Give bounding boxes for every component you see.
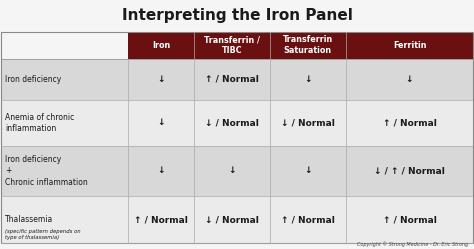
Text: ↑ / Normal: ↑ / Normal bbox=[205, 75, 259, 84]
Text: Thalassemia: Thalassemia bbox=[5, 215, 54, 224]
Text: Transferrin
Saturation: Transferrin Saturation bbox=[283, 35, 333, 55]
Text: ↓: ↓ bbox=[158, 118, 165, 127]
Text: Copyright © Strong Medicine - Dr. Eric Strong: Copyright © Strong Medicine - Dr. Eric S… bbox=[357, 242, 469, 247]
Text: ↓ / ↑ / Normal: ↓ / ↑ / Normal bbox=[374, 166, 445, 176]
Text: Transferrin /
TIBC: Transferrin / TIBC bbox=[204, 35, 260, 55]
Text: ↑ / Normal: ↑ / Normal bbox=[383, 215, 437, 224]
Text: ↓: ↓ bbox=[228, 166, 236, 176]
Text: Iron: Iron bbox=[152, 41, 171, 50]
Text: Ferritin: Ferritin bbox=[393, 41, 426, 50]
Text: (specific pattern depends on
type of thalassemia): (specific pattern depends on type of tha… bbox=[5, 229, 81, 240]
Bar bbox=[0, 146, 474, 196]
Text: Interpreting the Iron Panel: Interpreting the Iron Panel bbox=[121, 8, 353, 23]
Text: ↓: ↓ bbox=[406, 75, 413, 84]
Bar bbox=[0, 32, 474, 243]
Text: Iron deficiency
+
Chronic inflammation: Iron deficiency + Chronic inflammation bbox=[5, 155, 88, 187]
Bar bbox=[0, 196, 474, 243]
Text: ↓: ↓ bbox=[304, 75, 311, 84]
Text: Iron deficiency: Iron deficiency bbox=[5, 75, 62, 84]
Text: ↑ / Normal: ↑ / Normal bbox=[383, 118, 437, 127]
Text: ↓: ↓ bbox=[304, 166, 311, 176]
Text: ↓ / Normal: ↓ / Normal bbox=[205, 215, 259, 224]
Bar bbox=[128, 32, 474, 59]
Text: ↓ / Normal: ↓ / Normal bbox=[205, 118, 259, 127]
Text: ↓ / Normal: ↓ / Normal bbox=[281, 118, 335, 127]
Text: ↑ / Normal: ↑ / Normal bbox=[135, 215, 188, 224]
Text: ↑ / Normal: ↑ / Normal bbox=[281, 215, 335, 224]
Text: Anemia of chronic
inflammation: Anemia of chronic inflammation bbox=[5, 113, 75, 133]
Text: ↓: ↓ bbox=[158, 166, 165, 176]
Bar bbox=[0, 59, 474, 100]
Text: ↓: ↓ bbox=[158, 75, 165, 84]
Bar bbox=[0, 100, 474, 146]
